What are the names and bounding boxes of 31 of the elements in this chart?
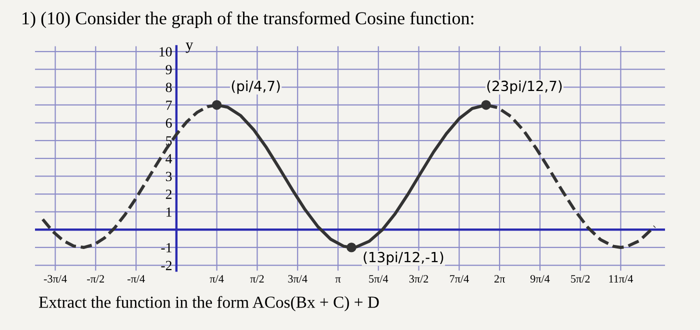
x-tick-label: 5π/4 — [369, 275, 388, 283]
y-tick-label: 6 — [166, 118, 172, 128]
x-tick-label: -3π/4 — [44, 275, 67, 283]
x-tick-label: -π/2 — [87, 275, 104, 283]
y-tick-label: 3 — [166, 172, 172, 182]
y-tick-label: 2 — [166, 190, 172, 199]
text: Extract the function in the form ACos(Bx + C) + D — [38, 296, 379, 312]
x-tick-label: 5π/2 — [571, 275, 590, 283]
annotation: (pi/4,7) — [232, 80, 280, 94]
annotation: (23pi/12,7) — [487, 80, 562, 94]
x-tick-label: 3π/4 — [288, 275, 308, 283]
x-tick-label: 2π — [494, 275, 505, 283]
y-axis-title: y — [186, 42, 194, 53]
x-tick-label: 3π/2 — [409, 275, 428, 283]
y-tick-label: -2 — [161, 260, 172, 270]
y-tick-label: -1 — [161, 243, 172, 252]
annotation: (13pi/12,-1) — [364, 252, 444, 266]
y-tick-label: 10 — [160, 47, 172, 56]
x-tick-label: 7π/4 — [450, 275, 469, 283]
x-tick-label: 11π/4 — [609, 275, 634, 283]
chart-title: 1) (10) Consider the graph of the transformed Cosine function: — [22, 11, 474, 28]
x-tick-label: π/2 — [250, 275, 264, 283]
x-tick-label: π — [335, 277, 341, 283]
y-tick-label: 1 — [166, 207, 172, 217]
y-tick-label: 8 — [166, 82, 172, 92]
y-tick-label: 7 — [166, 100, 172, 110]
x-tick-label: π/4 — [210, 275, 224, 283]
y-tick-label: 9 — [166, 64, 172, 74]
x-tick-label: -π/4 — [127, 275, 145, 283]
y-tick-label: 4 — [166, 154, 172, 164]
x-tick-label: 9π/4 — [530, 275, 550, 283]
